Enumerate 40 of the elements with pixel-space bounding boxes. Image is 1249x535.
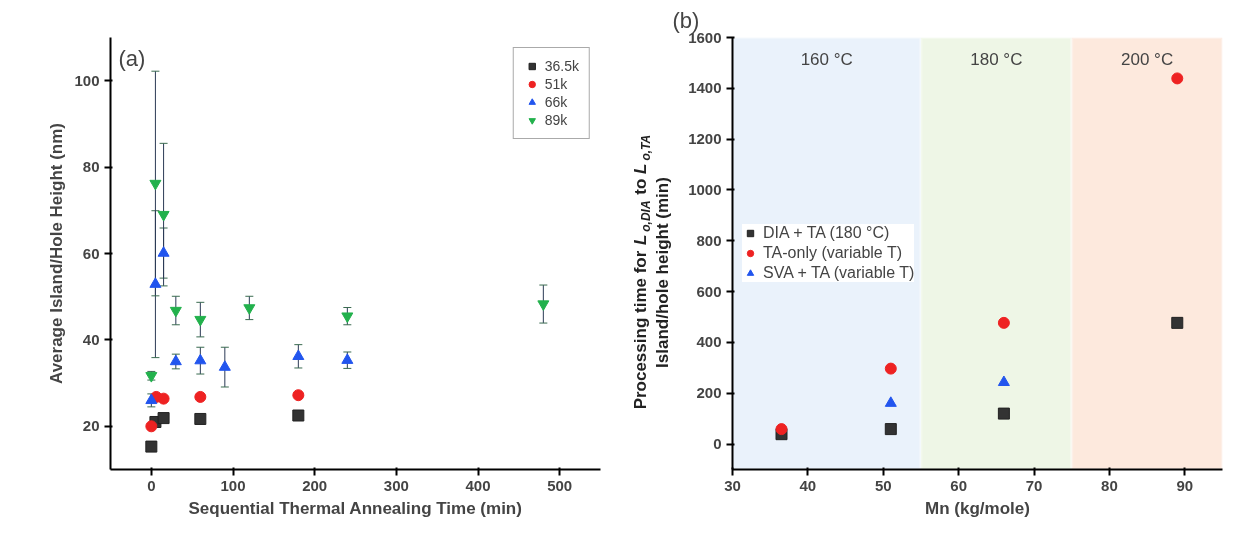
x-tick-label: 100 bbox=[220, 476, 246, 494]
x-tick-label: 300 bbox=[383, 476, 409, 494]
legend-label: 36.5k bbox=[544, 58, 579, 74]
legend-label: 66k bbox=[544, 94, 568, 110]
x-tick-label: 70 bbox=[1025, 476, 1043, 494]
y-tick-label: 0 bbox=[713, 435, 722, 453]
x-tick-label: 0 bbox=[147, 476, 156, 494]
y-tick-label: 40 bbox=[82, 330, 100, 348]
legend-label: 51k bbox=[544, 76, 568, 92]
y-tick-label: 60 bbox=[82, 244, 100, 262]
legend-label: SVA + TA (variable T) bbox=[763, 264, 915, 282]
legend-label: DIA + TA (180 °C) bbox=[763, 224, 890, 242]
x-tick-label: 40 bbox=[799, 476, 817, 494]
y-tick-label: 100 bbox=[74, 71, 100, 89]
y-tick-label: 80 bbox=[82, 158, 100, 176]
x-tick-label: 60 bbox=[950, 476, 967, 494]
y-tick-label: 1200 bbox=[688, 130, 722, 148]
x-tick-label: 200 bbox=[302, 476, 328, 494]
x-tick-label: 500 bbox=[547, 476, 573, 494]
y-tick-label: 200 bbox=[696, 384, 722, 402]
y-tick-label: 1000 bbox=[688, 180, 722, 198]
x-axis-title: Mn (kg/mole) bbox=[925, 498, 1030, 518]
annotation: (a) bbox=[118, 45, 146, 71]
x-tick-label: 400 bbox=[465, 476, 491, 494]
y-tick-label: 20 bbox=[82, 417, 100, 435]
y-tick-label: 600 bbox=[696, 282, 722, 300]
legend-label: 89k bbox=[544, 112, 568, 128]
y-tick-label: 1400 bbox=[688, 79, 722, 97]
x-tick-label: 80 bbox=[1101, 476, 1118, 494]
y-axis-title: Average Island/Hole Height (nm) bbox=[47, 122, 67, 385]
x-axis-title: Sequential Thermal Annealing Time (min) bbox=[188, 498, 522, 518]
x-tick-label: 90 bbox=[1176, 476, 1194, 494]
band-label: 160 °C bbox=[800, 49, 853, 69]
band-label: 180 °C bbox=[970, 49, 1023, 69]
y-tick-label: 400 bbox=[696, 333, 722, 351]
x-tick-label: 50 bbox=[874, 476, 892, 494]
x-tick-label: 30 bbox=[724, 476, 741, 494]
y-tick-label: 800 bbox=[696, 231, 722, 249]
legend-label: TA-only (variable T) bbox=[763, 244, 902, 262]
band-label: 200 °C bbox=[1121, 49, 1174, 69]
